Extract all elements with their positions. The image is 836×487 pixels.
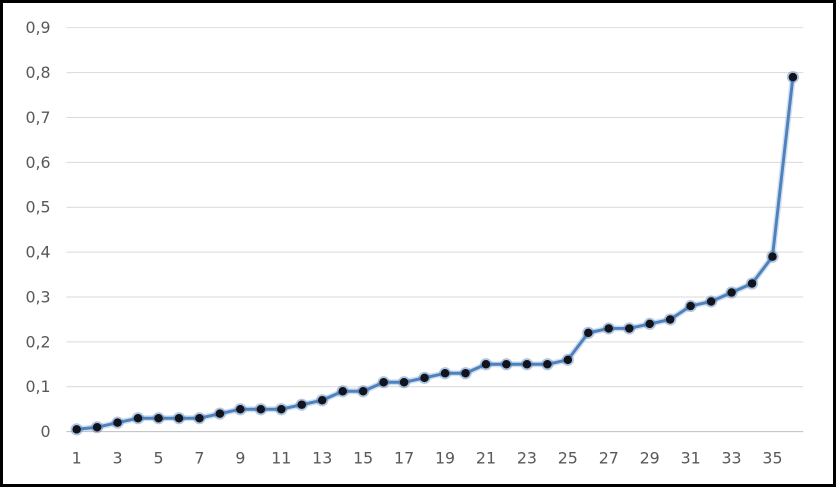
data-point xyxy=(154,413,163,423)
y-axis-tick-label: 0 xyxy=(41,422,51,441)
data-point xyxy=(358,387,368,396)
series-line xyxy=(73,74,796,433)
data-point xyxy=(706,297,716,306)
data-point xyxy=(174,413,184,423)
data-point xyxy=(727,288,736,297)
x-axis-tick-label: 15 xyxy=(353,448,373,467)
chart-svg: 00,10,20,30,40,50,60,70,80,91 3 5 7 9 11 13 15 1… xyxy=(25,18,804,467)
y-axis-tick-label: 0,5 xyxy=(25,198,50,217)
data-point xyxy=(113,418,122,427)
data-point xyxy=(277,404,286,414)
x-axis-tick-label: 17 xyxy=(394,448,414,467)
y-axis-tick-label: 0,3 xyxy=(25,287,50,306)
data-point xyxy=(72,425,81,434)
x-axis-tick-label: 19 xyxy=(435,448,455,467)
series-line-stroke xyxy=(75,75,795,431)
y-axis-tick-label: 0,1 xyxy=(25,377,50,396)
x-axis-tick-label: 35 xyxy=(762,448,782,467)
data-point xyxy=(399,378,409,387)
y-axis-labels: 0 0,1 0,2 0,3 0,4 0,5 0,6 0,7 0,8 0,9 xyxy=(25,18,50,441)
y-axis-tick-label: 0,2 xyxy=(25,332,50,351)
data-point xyxy=(379,378,388,387)
x-axis-tick-label: 1 xyxy=(72,448,82,467)
gridlines xyxy=(66,27,804,433)
data-point xyxy=(133,413,143,423)
data-point xyxy=(665,315,675,324)
data-point xyxy=(604,324,613,333)
data-point xyxy=(297,400,306,409)
y-axis-tick-label: 0,4 xyxy=(25,243,50,262)
y-axis-tick-label: 0,8 xyxy=(25,63,50,82)
data-point xyxy=(747,279,757,288)
data-point xyxy=(420,373,429,383)
data-point xyxy=(215,409,225,418)
data-point xyxy=(236,404,245,414)
data-point xyxy=(645,319,654,329)
x-axis-tick-label: 9 xyxy=(235,448,245,467)
data-point xyxy=(92,422,102,432)
data-point xyxy=(256,404,266,414)
x-axis-labels: 1 3 5 7 9 11 13 15 17 19 21 23 25 27 29 31 33 35 xyxy=(72,448,783,467)
data-point xyxy=(481,360,491,369)
x-axis-tick-label: 31 xyxy=(681,448,701,467)
data-point xyxy=(338,387,347,396)
x-axis-tick-label: 7 xyxy=(194,448,204,467)
data-point xyxy=(686,301,695,311)
data-point xyxy=(461,369,470,378)
y-axis-tick-label: 0,9 xyxy=(25,18,50,37)
data-point xyxy=(768,252,777,261)
x-axis-tick-label: 3 xyxy=(113,448,123,467)
data-point xyxy=(440,369,450,378)
data-point xyxy=(195,413,204,423)
x-axis-tick-label: 21 xyxy=(476,448,496,467)
data-point-markers xyxy=(70,70,800,436)
x-axis-tick-label: 25 xyxy=(558,448,578,467)
data-point xyxy=(625,324,634,333)
x-axis-tick-label: 5 xyxy=(153,448,163,467)
data-point xyxy=(502,360,511,369)
data-point xyxy=(522,360,532,369)
data-point xyxy=(543,360,552,369)
data-point xyxy=(317,395,327,405)
x-axis-tick-label: 29 xyxy=(640,448,660,467)
x-axis-tick-label: 27 xyxy=(599,448,619,467)
data-point xyxy=(788,72,798,82)
x-axis-tick-label: 13 xyxy=(312,448,332,467)
x-axis-tick-label: 33 xyxy=(722,448,742,467)
y-axis-tick-label: 0,7 xyxy=(25,108,50,127)
data-point xyxy=(563,355,573,365)
x-axis-tick-label: 23 xyxy=(517,448,537,467)
y-axis-tick-label: 0,6 xyxy=(25,153,50,172)
x-axis-tick-label: 11 xyxy=(271,448,291,467)
data-point xyxy=(584,328,593,338)
